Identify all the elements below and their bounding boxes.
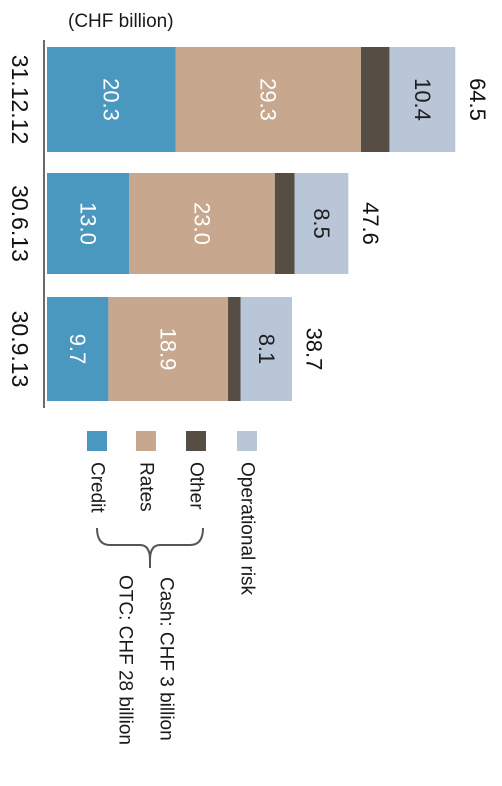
data-label-rates-2: 18.9 bbox=[156, 328, 181, 371]
bar-segment-operational-risk-2 bbox=[240, 297, 292, 401]
data-label-operational-risk-1: 8.5 bbox=[309, 208, 334, 239]
bar-segment-rates-2 bbox=[108, 297, 229, 401]
bar-segment-credit-0 bbox=[47, 47, 176, 152]
data-label-credit-0: 20.3 bbox=[99, 78, 124, 121]
bar-segment-credit-1 bbox=[47, 173, 130, 274]
bar-segment-other-0 bbox=[360, 47, 390, 152]
legend-label-rates: Rates bbox=[136, 462, 157, 512]
legend-label-credit: Credit bbox=[87, 462, 108, 513]
legend-swatch-other bbox=[186, 431, 206, 451]
brace-bracket bbox=[96, 527, 204, 561]
bar-segment-operational-risk-1 bbox=[294, 173, 349, 274]
data-label-operational-risk-0: 10.4 bbox=[410, 78, 435, 121]
legend-swatch-operational-risk bbox=[237, 431, 257, 451]
legend-label-operational-risk: Operational risk bbox=[237, 462, 258, 596]
bar-segment-rates-1 bbox=[129, 173, 275, 274]
bar-segment-other-2 bbox=[228, 297, 241, 401]
data-label-operational-risk-2: 8.1 bbox=[254, 334, 279, 365]
category-label-2: 30.9.13 bbox=[7, 311, 33, 388]
data-label-rates-1: 23.0 bbox=[190, 202, 215, 245]
annotation-otc: OTC: CHF 28 billion bbox=[115, 575, 136, 745]
total-label-2: 38.7 bbox=[301, 328, 326, 371]
data-label-rates-0: 29.3 bbox=[256, 78, 281, 121]
unit-label: (CHF billion) bbox=[68, 11, 174, 32]
data-label-credit-2: 9.7 bbox=[65, 334, 90, 365]
data-label-credit-1: 13.0 bbox=[76, 202, 101, 245]
bar-segment-rates-0 bbox=[175, 47, 361, 152]
legend-swatch-credit bbox=[87, 431, 107, 451]
total-label-0: 64.5 bbox=[465, 78, 490, 121]
category-label-0: 31.12.12 bbox=[7, 55, 33, 145]
bar-segment-other-1 bbox=[274, 173, 295, 274]
category-label-1: 30.6.13 bbox=[7, 185, 33, 262]
total-label-1: 47.6 bbox=[358, 202, 383, 245]
legend-label-other: Other bbox=[186, 462, 207, 510]
bar-segment-operational-risk-0 bbox=[389, 47, 456, 152]
bar-segment-credit-2 bbox=[47, 297, 109, 401]
annotation-cash: Cash: CHF 3 billion bbox=[156, 577, 177, 741]
legend-swatch-rates bbox=[136, 431, 156, 451]
